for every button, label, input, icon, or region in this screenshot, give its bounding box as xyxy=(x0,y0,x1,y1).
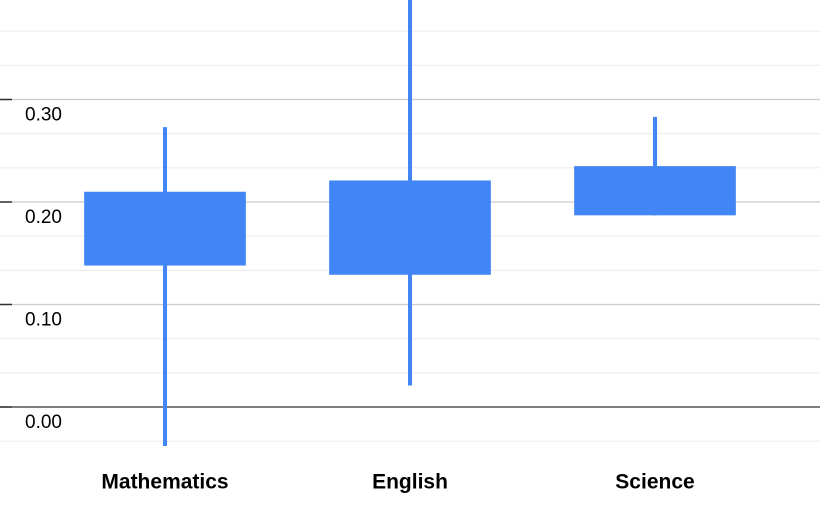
candle-body xyxy=(329,180,491,275)
x-tick-label: English xyxy=(372,471,448,494)
y-tick-label: 0.10 xyxy=(25,310,62,331)
y-tick-label: 0.00 xyxy=(25,412,62,433)
candle-body xyxy=(84,191,246,266)
y-tick-label: 0.30 xyxy=(25,105,62,126)
y-tick-label: 0.20 xyxy=(25,207,62,228)
candle-body xyxy=(574,166,736,216)
x-tick-label: Mathematics xyxy=(101,471,228,494)
x-tick-label: Science xyxy=(615,471,694,494)
